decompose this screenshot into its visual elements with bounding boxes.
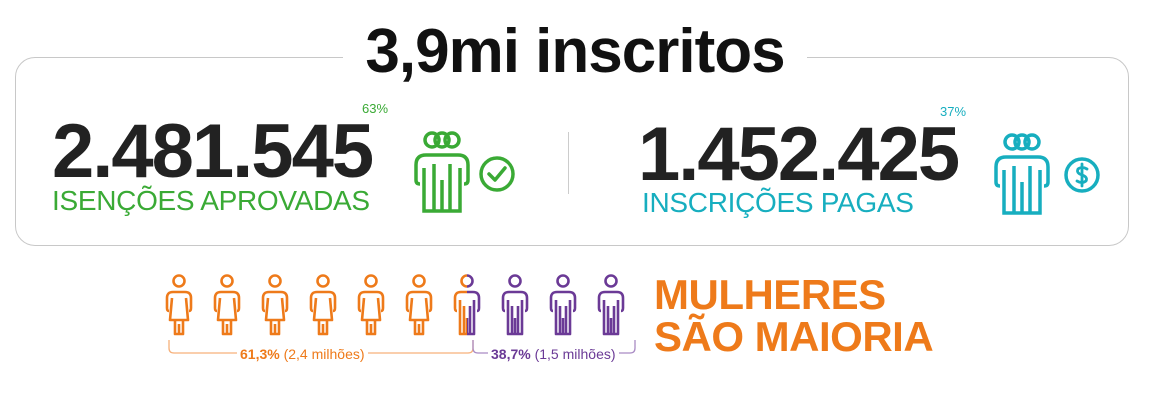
page-title: 3,9mi inscritos — [0, 16, 1150, 88]
right-percent: 37% — [940, 104, 967, 119]
women-share-label: 61,3% (2,4 milhões) — [237, 346, 368, 362]
headline-line-1: MULHERES — [654, 271, 886, 318]
right-number: 1.452.425 — [638, 112, 960, 197]
check-circle-icon — [479, 156, 515, 192]
man-icon — [549, 274, 577, 336]
headline-line-2: SÃO MAIORIA — [654, 313, 934, 360]
dollar-circle-icon — [1064, 157, 1100, 193]
woman-icon — [213, 274, 241, 336]
left-percent: 63% — [362, 101, 389, 116]
people-group-icon — [414, 131, 470, 213]
man-icon — [597, 274, 625, 336]
men-percent: 38,7% — [491, 346, 531, 362]
title-text: 3,9mi inscritos — [343, 17, 807, 86]
gender-pictogram — [165, 274, 625, 336]
divider — [568, 132, 569, 194]
split-person-icon — [453, 274, 481, 336]
man-icon — [501, 274, 529, 336]
headline: MULHERES SÃO MAIORIA — [654, 271, 934, 360]
woman-icon — [405, 274, 433, 336]
women-detail: (2,4 milhões) — [283, 346, 365, 362]
woman-icon — [165, 274, 193, 336]
woman-icon — [309, 274, 337, 336]
men-detail: (1,5 milhões) — [534, 346, 616, 362]
men-share-label: 38,7% (1,5 milhões) — [488, 346, 619, 362]
woman-icon — [261, 274, 289, 336]
people-group-icon — [994, 133, 1050, 215]
woman-icon — [357, 274, 385, 336]
left-label: ISENÇÕES APROVADAS — [52, 185, 370, 216]
left-number: 2.481.545 — [52, 109, 374, 194]
women-percent: 61,3% — [240, 346, 280, 362]
right-label: INSCRIÇÕES PAGAS — [642, 187, 914, 218]
